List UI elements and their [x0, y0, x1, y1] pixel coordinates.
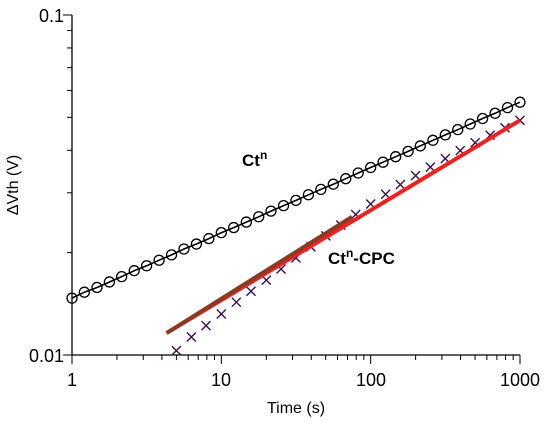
ctn-cpc-data-point — [216, 309, 227, 319]
ctn-data-point — [452, 124, 464, 136]
annotation-cpc-tail: -CPC — [353, 249, 395, 268]
ctn-data-point — [476, 112, 489, 125]
ctn-cpc-data-point — [171, 345, 182, 356]
ctn-cpc-data-point — [425, 162, 436, 173]
y-ticks — [63, 14, 72, 356]
ctn-cpc-data-point — [201, 320, 212, 331]
ctn-data-point — [128, 265, 140, 277]
x-ticks — [71, 355, 521, 364]
ctn-data-point — [265, 205, 277, 217]
ctn-cpc-data-point — [410, 170, 421, 181]
y-tick-label-0.1: 0.1 — [39, 6, 64, 26]
ctn-cpc-data-point — [231, 297, 242, 308]
annotation-cpc-text: Ct — [328, 249, 346, 268]
ctn-data-point — [402, 145, 414, 158]
ctn-cpc-data-point — [395, 179, 406, 190]
ctn-data-point — [352, 167, 364, 179]
ctn-data-point — [439, 129, 451, 141]
ctn-data-point — [290, 194, 302, 207]
x-tick-label-1000: 1000 — [500, 370, 540, 390]
y-tick-label-0.01: 0.01 — [29, 346, 64, 366]
ctn-data-point — [277, 199, 290, 212]
ctn-data-point — [327, 178, 339, 190]
ctn-data-point — [190, 238, 203, 250]
x-tick-label-1: 1 — [67, 370, 77, 390]
ctn-data-point — [240, 216, 252, 228]
annotation-ctn: Ctn — [242, 148, 267, 170]
annotation-ctn-text: Ct — [242, 151, 260, 170]
ctn-data-point — [153, 254, 165, 266]
ctn-data-point — [140, 260, 153, 272]
ctn-data-point — [66, 292, 78, 304]
ctn-data-point — [390, 151, 402, 163]
ctn-cpc-data-point — [246, 286, 256, 297]
ctn-data-point — [365, 161, 377, 174]
ctn-data-point — [165, 249, 178, 261]
annotation-ctn-cpc: Ctn-CPC — [328, 246, 395, 268]
ctn-series-line — [71, 101, 521, 299]
ctn-data-point — [91, 281, 103, 294]
ctn-data-point — [414, 140, 426, 152]
ctn-data-point — [228, 221, 240, 234]
chart-marks — [66, 96, 526, 356]
x-tick-label-100: 100 — [356, 370, 386, 390]
ctn-data-point — [340, 173, 352, 185]
ctn-data-point — [115, 270, 128, 283]
ctn-data-point — [203, 232, 215, 245]
ctn-data-point — [253, 211, 265, 223]
ctn-data-point — [377, 156, 389, 168]
ctn-data-point — [427, 134, 439, 146]
ctn-cpc-data-point — [186, 331, 197, 342]
y-axis-title: ΔVth (V) — [5, 155, 22, 215]
ctn-data-point — [103, 276, 116, 288]
ctn-data-point — [178, 243, 190, 255]
ctn-data-point — [489, 107, 501, 119]
ctn-data-point — [514, 96, 526, 108]
plot-area — [63, 14, 526, 364]
annotation-ctn-sup: n — [260, 148, 267, 162]
cpc-fit-line-overlay — [165, 215, 354, 335]
ctn-data-point — [78, 286, 91, 298]
x-tick-label-10: 10 — [211, 370, 231, 390]
ctn-data-point — [464, 118, 476, 130]
ctn-data-point — [215, 227, 227, 239]
ctn-data-point — [315, 183, 327, 196]
ctn-data-point — [302, 189, 315, 201]
ctn-data-point — [501, 101, 514, 114]
x-axis-title: Time (s) — [267, 400, 325, 417]
annotation-cpc-sup: n — [346, 246, 353, 260]
